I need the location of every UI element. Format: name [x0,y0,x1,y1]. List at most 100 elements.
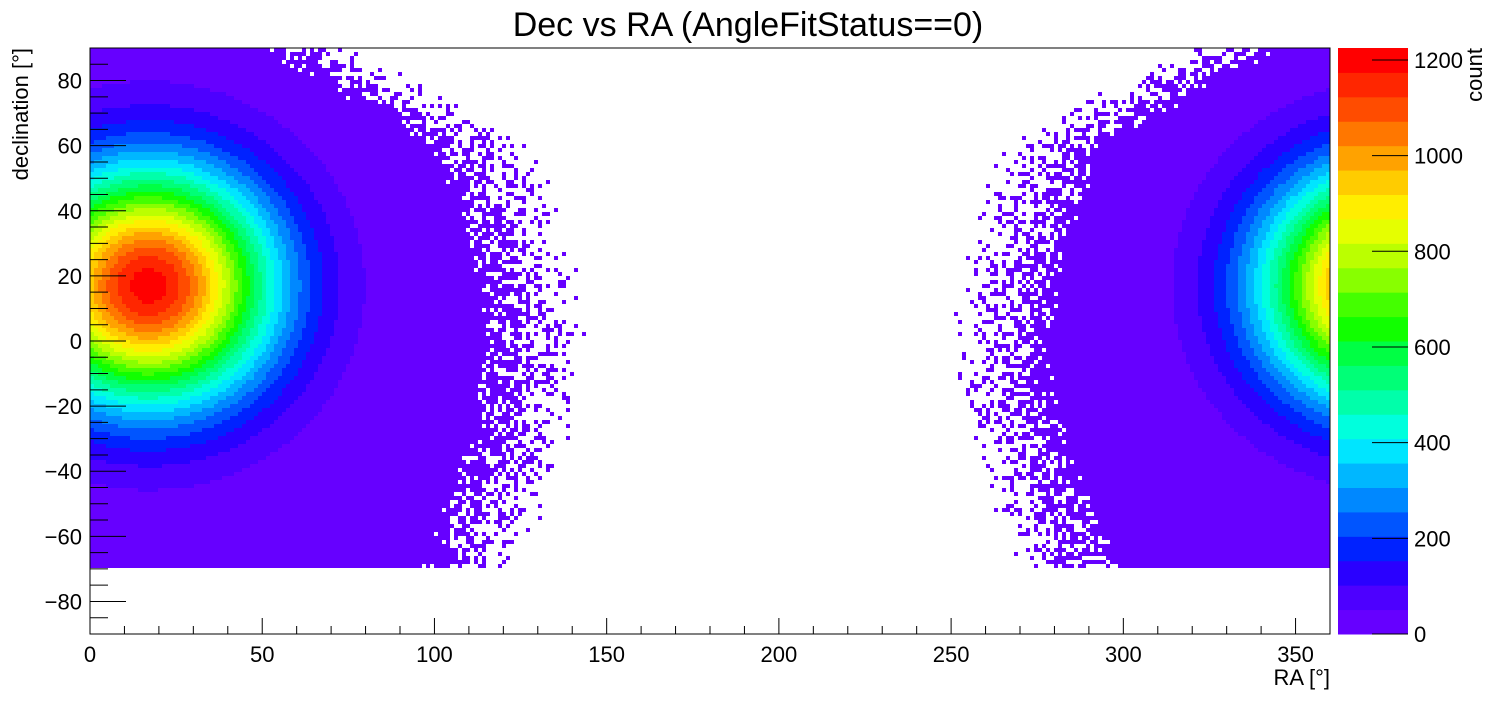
heatmap-cell [1082,180,1086,184]
heatmap-cell [274,124,278,128]
heatmap-cell [1166,144,1170,148]
heatmap-cell [1190,180,1194,184]
heatmap-cell [1238,84,1242,88]
heatmap-cell [370,160,374,164]
heatmap-cell [326,108,330,112]
heatmap-cell [202,128,206,132]
heatmap-cell [1282,100,1286,104]
heatmap-cell [1250,112,1254,116]
heatmap-cell [1286,48,1290,52]
heatmap-cell [1082,148,1086,152]
heatmap-cell [1266,76,1270,80]
heatmap-cell [1022,156,1026,160]
heatmap-cell [1318,144,1322,148]
heatmap-cell [354,108,358,112]
heatmap-cell [1186,144,1190,148]
heatmap-cell [370,176,374,180]
heatmap-cell [370,108,374,112]
heatmap-cell [1314,120,1318,124]
heatmap-cell [170,136,174,140]
heatmap-cell [190,152,194,156]
heatmap-cell [322,168,326,172]
heatmap-cell [482,176,486,180]
heatmap-cell [114,84,118,88]
heatmap-cell [226,84,230,88]
heatmap-cell [1026,144,1030,148]
heatmap-cell [1298,168,1302,172]
heatmap-cell [334,160,338,164]
heatmap-cell [1150,80,1154,84]
heatmap-cell [206,180,210,184]
heatmap-cell [258,76,262,80]
heatmap-cell [242,80,246,84]
heatmap-cell [386,140,390,144]
heatmap-cell [350,124,354,128]
heatmap-cell [102,52,106,56]
heatmap-cell [366,84,370,88]
heatmap-cell [350,156,354,160]
heatmap-cell [1258,92,1262,96]
heatmap-cell [1214,140,1218,144]
heatmap-cell [314,116,318,120]
heatmap-cell [118,184,122,188]
heatmap-cell [1318,116,1322,120]
heatmap-cell [450,152,454,156]
heatmap-cell [250,164,254,168]
heatmap-cell [94,156,98,160]
heatmap-cell [1150,128,1154,132]
heatmap-cell [1058,192,1062,196]
heatmap-cell [410,172,414,176]
heatmap-cell [486,132,490,136]
heatmap-cell [118,108,122,112]
heatmap-cell [290,128,294,132]
heatmap-cell [1030,144,1034,148]
heatmap-cell [1110,136,1114,140]
heatmap-cell [1234,100,1238,104]
heatmap-cell [1162,156,1166,160]
heatmap-cell [378,144,382,148]
heatmap-cell [1258,188,1262,192]
heatmap-cell [306,136,310,140]
heatmap-cell [382,100,386,104]
heatmap-cell [1222,156,1226,160]
heatmap-cell [322,84,326,88]
heatmap-cell [1126,140,1130,144]
heatmap-cell [446,184,450,188]
heatmap-cell [1318,88,1322,92]
heatmap-cell [1262,160,1266,164]
heatmap-cell [150,152,154,156]
heatmap-cell [390,184,394,188]
heatmap-cell [1146,120,1150,124]
heatmap-cell [462,120,466,124]
heatmap-cell [1226,108,1230,112]
heatmap-cell [138,156,142,160]
heatmap-cell [382,104,386,108]
heatmap-cell [106,64,110,68]
heatmap-cell [218,80,222,84]
heatmap-cell [1214,128,1218,132]
heatmap-cell [242,120,246,124]
heatmap-cell [502,172,506,176]
heatmap-cell [178,112,182,116]
heatmap-cell [106,128,110,132]
heatmap-cell [1062,164,1066,168]
heatmap-cell [134,140,138,144]
heatmap-cell [258,72,262,76]
heatmap-cell [170,144,174,148]
heatmap-cell [198,144,202,148]
heatmap-cell [438,104,442,108]
heatmap-cell [1206,172,1210,176]
heatmap-cell [1042,156,1046,160]
heatmap-cell [414,144,418,148]
heatmap-cell [406,164,410,168]
heatmap-cell [1166,100,1170,104]
heatmap-cell [1282,120,1286,124]
heatmap-cell [1298,92,1302,96]
heatmap-cell [1046,172,1050,176]
heatmap-cell [194,148,198,152]
heatmap-cell [134,152,138,156]
heatmap-cell [1326,168,1330,172]
heatmap-cell [274,92,278,96]
heatmap-cell [1306,84,1310,88]
heatmap-cell [1290,48,1294,52]
